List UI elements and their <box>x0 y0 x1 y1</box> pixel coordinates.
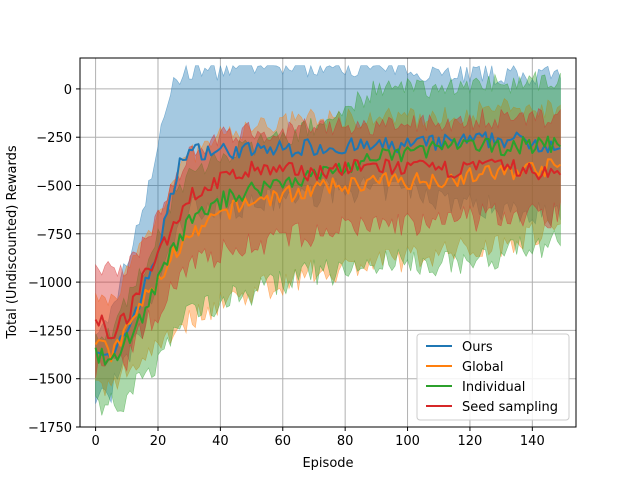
x-tick-label: 100 <box>395 434 420 449</box>
line-global <box>94 158 562 363</box>
legend-label: Ours <box>462 340 493 355</box>
y-tick-label: −1500 <box>28 373 72 388</box>
band-individual <box>95 70 561 416</box>
y-tick-label: −750 <box>36 228 72 243</box>
y-tick-label: −1000 <box>28 276 72 291</box>
x-tick-label: 120 <box>458 434 483 449</box>
y-axis-label: Total (Undiscounted) Rewards <box>5 145 20 340</box>
x-tick-label: 140 <box>520 434 545 449</box>
x-axis-label: Episode <box>302 456 353 471</box>
y-axis-ticks: 0 −250 −500 −750 −1000 −1250 −1500 −1750 <box>28 83 80 436</box>
y-tick-label: −1750 <box>28 421 72 436</box>
line-ours <box>95 131 561 361</box>
legend-label: Seed sampling <box>462 400 558 415</box>
x-tick-label: 80 <box>337 434 354 449</box>
y-tick-label: −250 <box>36 131 72 146</box>
legend-box <box>416 333 570 421</box>
y-tick-label: 0 <box>64 83 72 98</box>
legend-label: Global <box>462 360 503 375</box>
x-axis-ticks: 0 20 40 60 80 100 120 140 <box>91 427 545 449</box>
x-tick-label: 60 <box>274 434 291 449</box>
x-tick-label: 20 <box>150 434 167 449</box>
confidence-bands <box>95 64 561 416</box>
y-tick-label: −1250 <box>28 324 72 339</box>
legend: Ours Global Individual Seed sampling <box>416 333 570 421</box>
x-tick-label: 40 <box>212 434 229 449</box>
line-seed-sampling <box>94 158 562 340</box>
y-tick-label: −500 <box>36 180 72 195</box>
x-tick-label: 0 <box>91 434 99 449</box>
legend-label: Individual <box>462 380 525 395</box>
series-lines <box>94 131 562 366</box>
line-individual <box>94 135 562 366</box>
plot-frame <box>79 57 577 428</box>
band-seed-sampling <box>95 107 561 379</box>
